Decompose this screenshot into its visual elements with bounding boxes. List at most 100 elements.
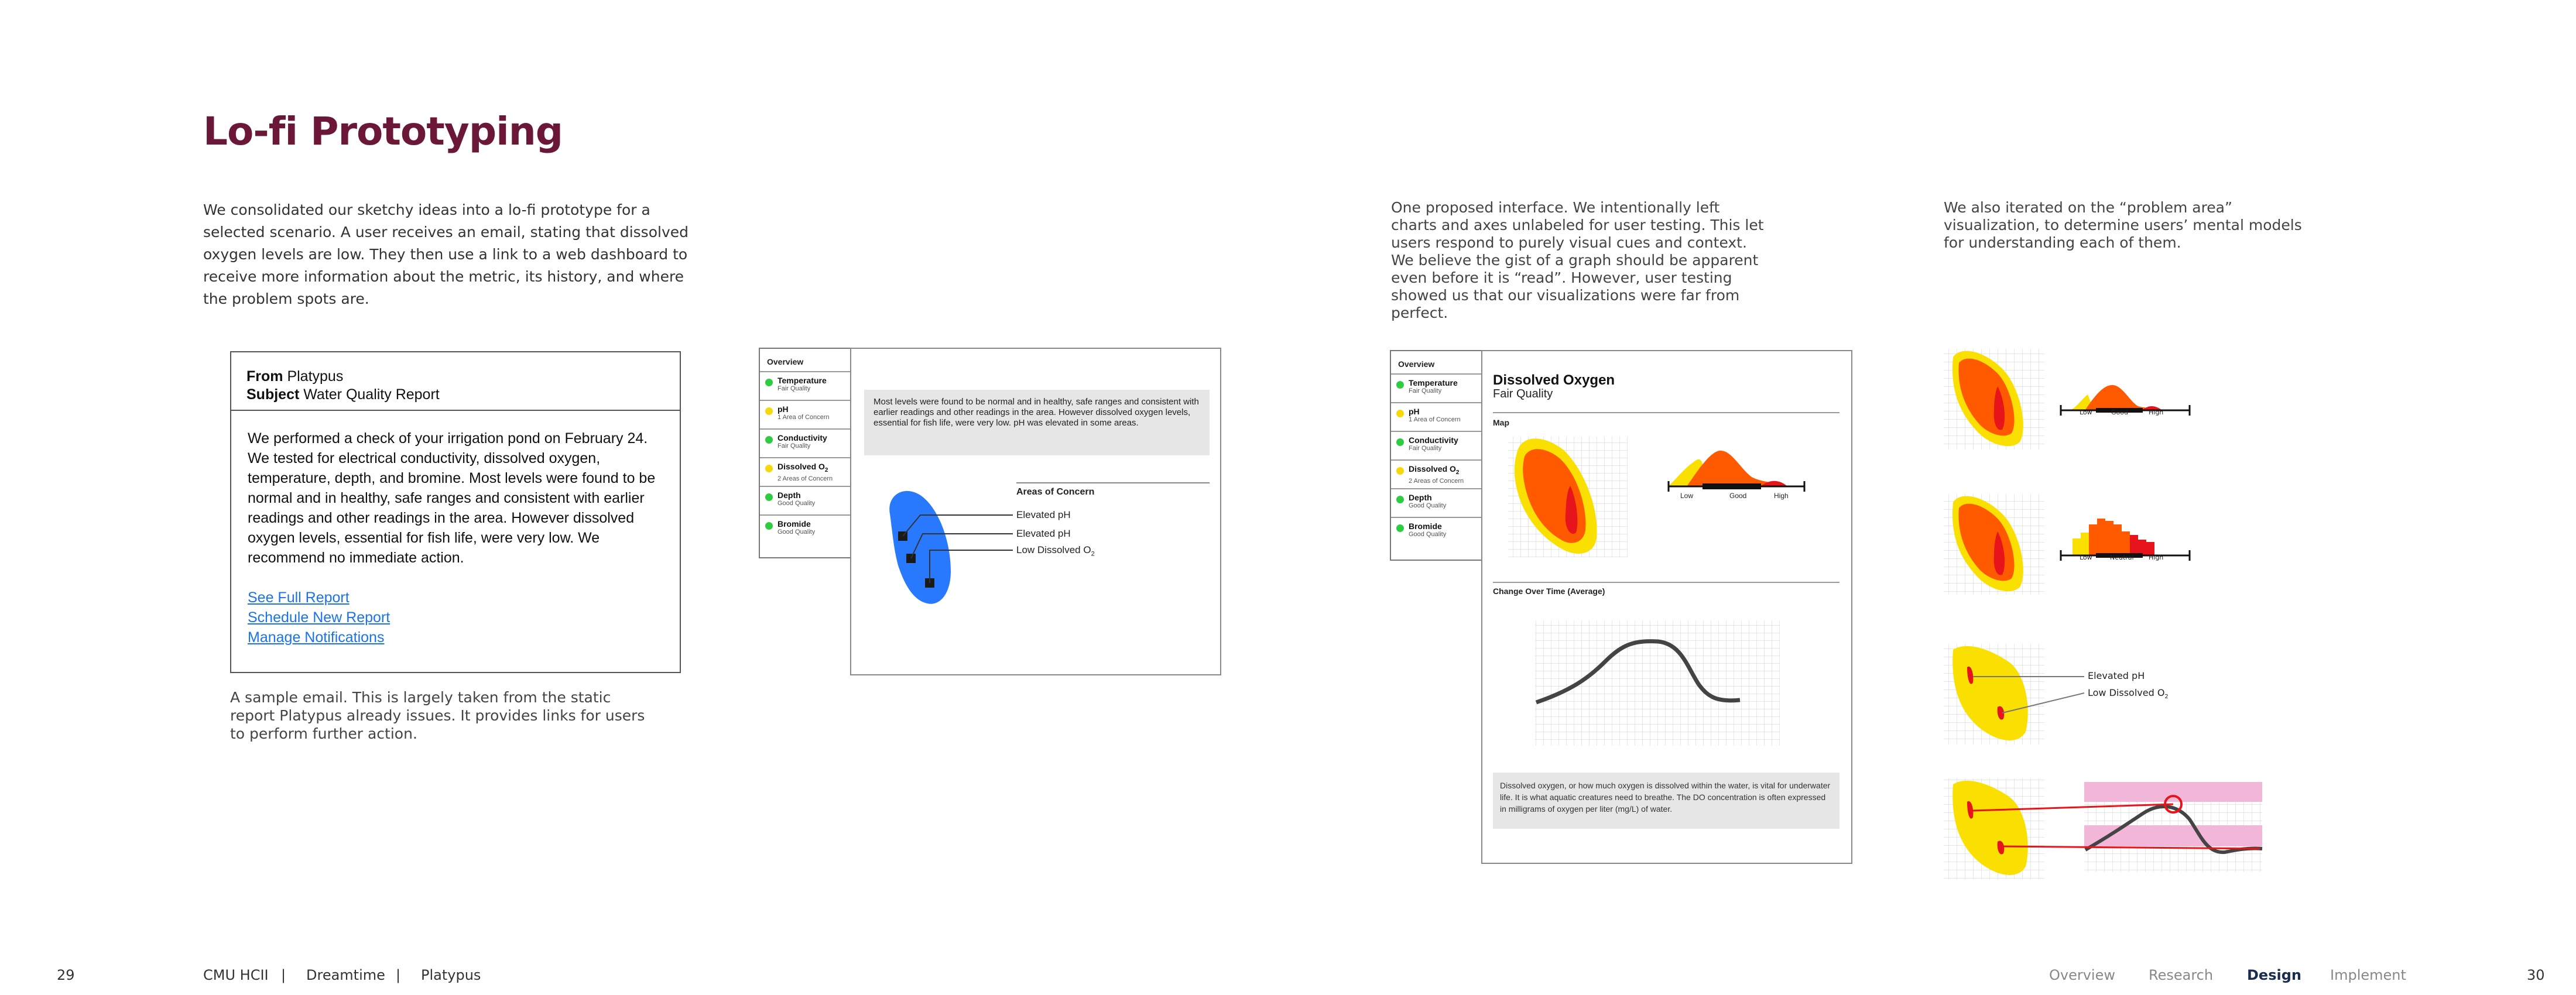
problem-area-iterations bbox=[1944, 349, 2263, 879]
link-line bbox=[2000, 845, 2260, 850]
iteration-2-red bbox=[1993, 531, 2005, 575]
sidebar-item-conductivity[interactable]: Conductivity Fair Quality bbox=[760, 428, 852, 457]
iter3-label-ph: Elevated pH bbox=[2088, 670, 2145, 681]
schedule-new-report-link[interactable]: Schedule New Report bbox=[248, 609, 390, 626]
email-body-text: We performed a check of your irrigation … bbox=[248, 430, 656, 566]
iter1-high: High bbox=[2149, 409, 2164, 416]
overview-title: Overview bbox=[767, 357, 804, 366]
hist-bar bbox=[2146, 542, 2154, 555]
see-full-report-link[interactable]: See Full Report bbox=[248, 589, 350, 606]
sidebar-item-dissolved-oxygen[interactable]: Dissolved O2 2 Areas of Concern bbox=[1391, 459, 1484, 488]
do-subtitle: Fair Quality bbox=[1493, 387, 1553, 400]
sidebar-item-depth[interactable]: Depth Good Quality bbox=[1391, 488, 1484, 517]
status-dot-icon bbox=[765, 522, 773, 530]
page-title: Lo-fi Prototyping bbox=[203, 109, 563, 154]
status-dot-icon bbox=[765, 493, 773, 501]
iteration-4-red-spot bbox=[1967, 801, 1974, 819]
nav-overview[interactable]: Overview bbox=[2049, 967, 2115, 983]
status-dot-icon bbox=[765, 379, 773, 386]
iter3-label-do: Low Dissolved O2 bbox=[2088, 687, 2169, 701]
from-label: From bbox=[246, 368, 283, 385]
good-range-bar bbox=[2096, 553, 2143, 558]
footer-crumb-1: CMU HCII bbox=[203, 967, 269, 983]
email-header: From Platypus Subject Water Quality Repo… bbox=[231, 352, 680, 411]
overview-title: Overview bbox=[1398, 359, 1435, 369]
scale-low-label: Low bbox=[1680, 492, 1694, 500]
map-label: Map bbox=[1493, 418, 1509, 427]
iteration-3-red-spot bbox=[1997, 706, 2005, 720]
good-range-bar bbox=[2096, 408, 2143, 413]
email-caption: A sample email. This is largely taken fr… bbox=[230, 689, 645, 742]
leader-line bbox=[929, 550, 1013, 583]
scale-good-label: Good bbox=[1729, 492, 1747, 500]
scale-high-label: High bbox=[1774, 492, 1789, 500]
hist-bar bbox=[2081, 533, 2089, 555]
area-label-3: Low Dissolved O2 bbox=[1016, 544, 1095, 558]
sidebar-item-bromide[interactable]: Bromide Good Quality bbox=[760, 514, 852, 543]
areas-panel: Most levels were found to be normal and … bbox=[850, 348, 1221, 675]
sidebar-item-temperature[interactable]: Temperature Fair Quality bbox=[1391, 373, 1484, 402]
iteration-1-red bbox=[1993, 386, 2005, 430]
good-range-bar bbox=[1703, 483, 1761, 489]
sidebar-item-ph[interactable]: pH 1 Area of Concern bbox=[1391, 402, 1484, 431]
status-dot-icon bbox=[1396, 524, 1404, 532]
note-box bbox=[1493, 773, 1839, 829]
hist-bar bbox=[2113, 524, 2122, 555]
area-label-2: Elevated pH bbox=[1016, 528, 1071, 539]
dist-1-red bbox=[2143, 406, 2161, 410]
iter1-low: Low bbox=[2080, 409, 2092, 416]
do-trend-line bbox=[1535, 639, 1741, 705]
status-dot-icon bbox=[1396, 410, 1404, 417]
nav-implement[interactable]: Implement bbox=[2330, 967, 2406, 983]
status-dot-icon bbox=[765, 436, 773, 444]
sidebar-item-conductivity[interactable]: Conductivity Fair Quality bbox=[1391, 431, 1484, 459]
do-visuals bbox=[1493, 437, 1839, 829]
intro-paragraph: We consolidated our sketchy ideas into a… bbox=[203, 201, 688, 307]
status-dot-icon bbox=[765, 407, 773, 415]
hist-bar bbox=[2105, 521, 2113, 555]
leader-line bbox=[2002, 692, 2085, 713]
sidebar-item-depth[interactable]: Depth Good Quality bbox=[760, 486, 852, 514]
pink-band bbox=[2084, 825, 2262, 846]
leader-line bbox=[902, 514, 1013, 537]
iter2-neutral: Neutral bbox=[2110, 554, 2134, 561]
areas-title: Areas of Concern bbox=[1016, 487, 1095, 497]
pink-band bbox=[2084, 782, 2262, 802]
sidebar-item-ph[interactable]: pH 1 Area of Concern bbox=[760, 400, 852, 428]
footer-sep: | bbox=[281, 967, 286, 983]
dashboard-do-mockup: Overview Temperature Fair Quality pH 1 Are… bbox=[1390, 350, 1852, 865]
iter2-low: Low bbox=[2080, 554, 2092, 561]
iteration-4-trend bbox=[2084, 804, 2263, 855]
footer-crumb-2: Dreamtime bbox=[306, 967, 385, 983]
do-note: Dissolved oxygen, or how much oxygen is … bbox=[1500, 781, 1831, 814]
page-number-left: 29 bbox=[57, 967, 75, 983]
status-dot-icon bbox=[765, 465, 773, 472]
sidebar-item-temperature[interactable]: Temperature Fair Quality bbox=[760, 371, 852, 400]
overview-sidebar: Overview Temperature Fair Quality pH 1 Are… bbox=[759, 348, 852, 558]
status-dot-icon bbox=[1396, 467, 1404, 475]
leader-line bbox=[910, 533, 1013, 559]
divider bbox=[1493, 412, 1839, 413]
manage-notifications-link[interactable]: Manage Notifications bbox=[248, 629, 385, 646]
dashboard-areas-mockup: Overview Temperature Fair Quality pH 1 Are… bbox=[759, 348, 1221, 675]
iteration-4-red-spot bbox=[1997, 840, 2005, 855]
hist-bar bbox=[2089, 524, 2097, 555]
overview-sidebar: Overview Temperature Fair Quality pH 1 Are… bbox=[1390, 350, 1484, 561]
email-mockup: From Platypus Subject Water Quality Repo… bbox=[230, 351, 681, 673]
hist-bar bbox=[2097, 519, 2105, 555]
status-dot-icon bbox=[1396, 496, 1404, 503]
page-number-right: 30 bbox=[2527, 967, 2545, 983]
hist-bar bbox=[2073, 538, 2081, 555]
pond-map-blue bbox=[889, 490, 1013, 604]
sidebar-item-dissolved-oxygen[interactable]: Dissolved O2 2 Areas of Concern bbox=[760, 457, 852, 486]
nav-research[interactable]: Research bbox=[2149, 967, 2214, 983]
status-dot-icon bbox=[1396, 438, 1404, 446]
from-value: Platypus bbox=[287, 368, 344, 385]
link-line bbox=[1972, 803, 2174, 812]
area-label-1: Elevated pH bbox=[1016, 509, 1071, 520]
nav-design[interactable]: Design bbox=[2247, 967, 2301, 983]
sidebar-item-bromide[interactable]: Bromide Good Quality bbox=[1391, 517, 1484, 545]
dist-red bbox=[1761, 481, 1787, 486]
chart-grid bbox=[1535, 620, 1780, 746]
status-dot-icon bbox=[1396, 381, 1404, 389]
